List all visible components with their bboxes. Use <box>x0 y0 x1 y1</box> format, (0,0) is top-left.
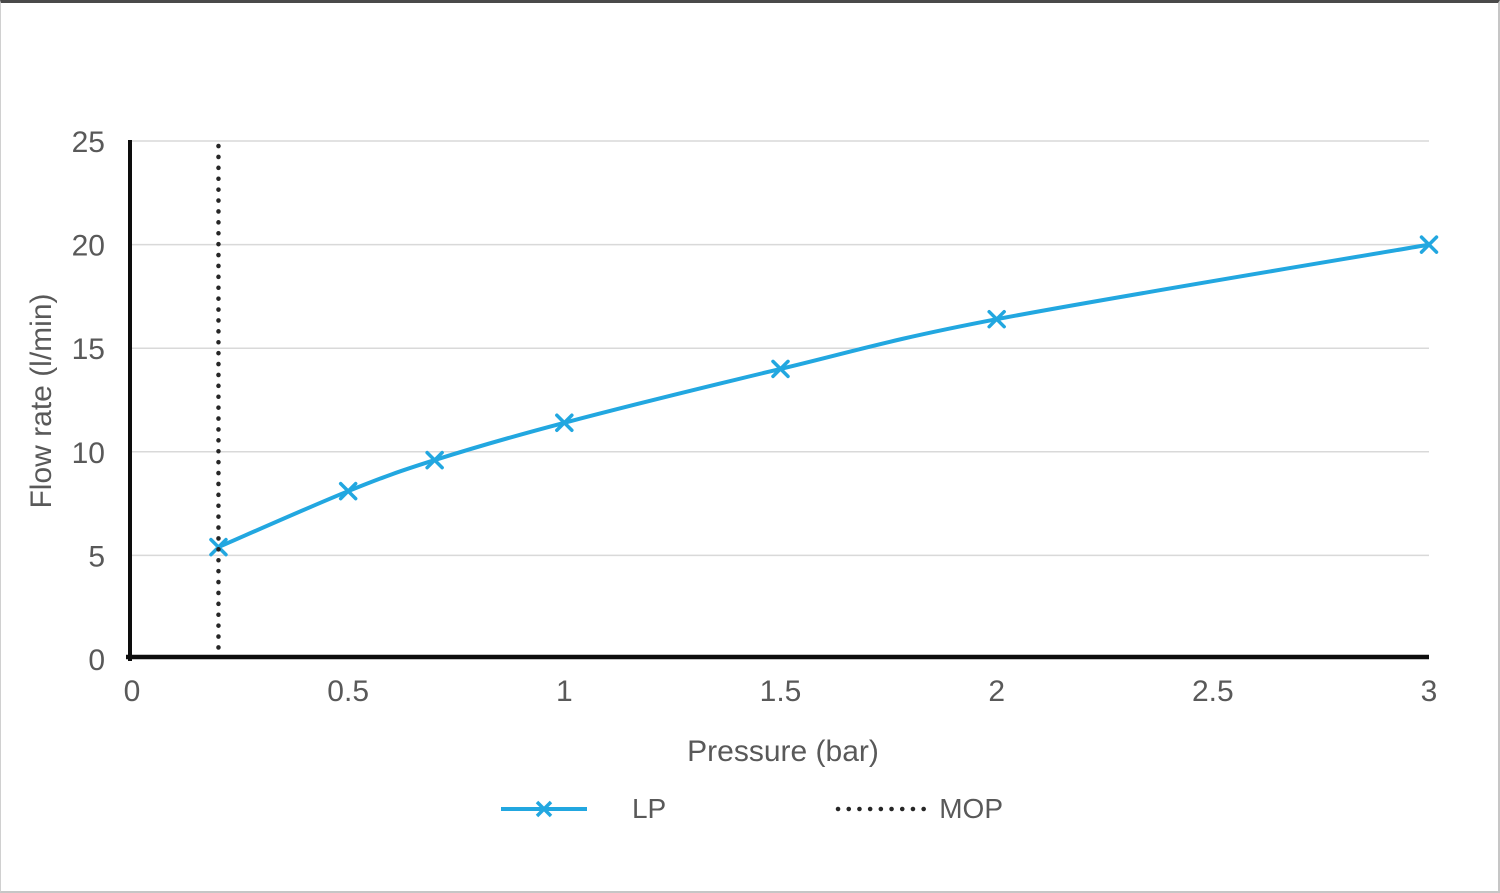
legend-item-lp: LP <box>499 793 666 825</box>
y-tick-label: 10 <box>72 437 105 470</box>
x-tick-label: 2.5 <box>1192 675 1234 708</box>
x-tick-label: 3 <box>1421 675 1438 708</box>
y-tick-label: 15 <box>72 333 105 366</box>
y-tick-label: 20 <box>72 230 105 263</box>
lp-marker <box>771 359 790 379</box>
legend-label-lp: LP <box>631 793 667 824</box>
legend-item-mop: MOP <box>834 793 1003 825</box>
y-axis-title: Flow rate (l/min) <box>25 293 58 509</box>
lp-marker <box>425 450 444 470</box>
lp-marker <box>338 481 358 501</box>
y-tick-label: 0 <box>88 644 105 677</box>
plot-area: 0 5 10 15 20 25 0 0.5 1 1.5 2 2.5 3 <box>72 126 1439 708</box>
x-tick-label: 0.5 <box>327 675 369 708</box>
x-tick-label: 1 <box>556 675 573 708</box>
legend: LP MOP <box>1 785 1498 833</box>
legend-label-mop: MOP <box>939 793 1004 824</box>
lp-marker <box>1419 235 1439 254</box>
x-tick-label: 1.5 <box>760 675 802 708</box>
x-tick-label: 0 <box>124 675 141 708</box>
lp-line <box>217 242 1430 549</box>
y-tick-label: 25 <box>72 126 105 159</box>
x-axis-title: Pressure (bar) <box>687 735 879 768</box>
lp-marker <box>987 309 1006 329</box>
mop-series-swatch-icon <box>835 806 927 812</box>
y-tick-label: 5 <box>88 540 105 573</box>
x-tick-label: 2 <box>988 675 1005 708</box>
lp-marker <box>555 413 574 433</box>
lp-series-swatch-icon <box>500 800 587 818</box>
